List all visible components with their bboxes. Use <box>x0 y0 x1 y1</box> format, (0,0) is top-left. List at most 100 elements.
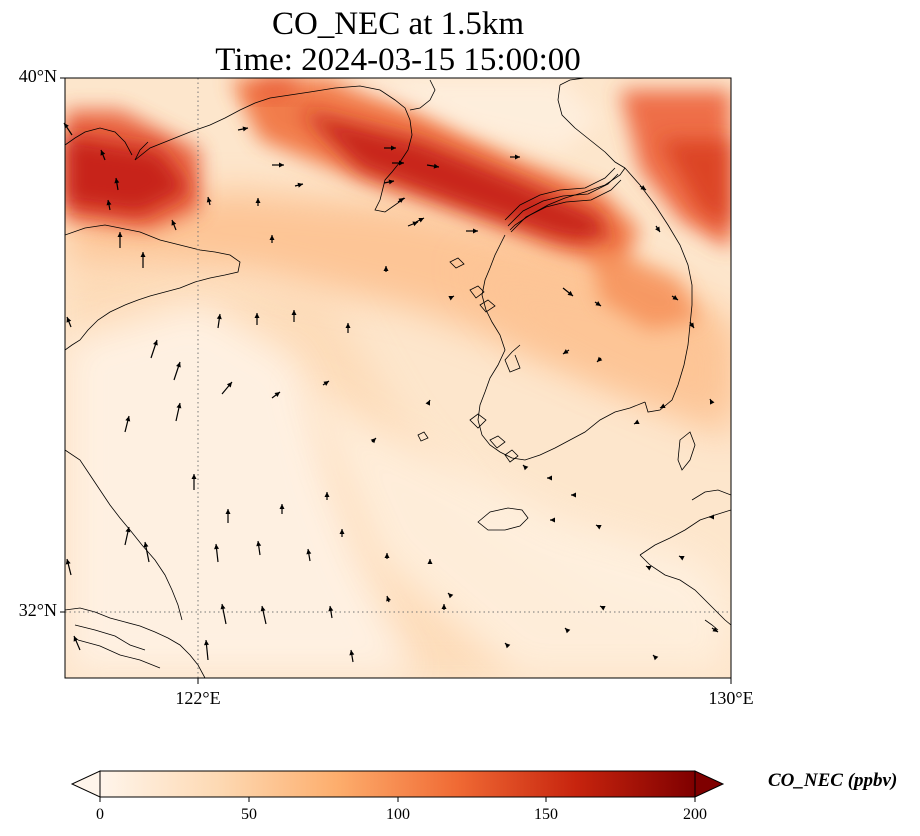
wind-arrow-head <box>441 604 447 609</box>
wind-arrow-head <box>140 252 146 257</box>
wind-arrow-head <box>125 416 131 422</box>
wind-arrow-head <box>100 150 106 156</box>
colorbar-gradient <box>100 771 695 797</box>
wind-arrow-head <box>117 232 123 237</box>
wind-arrow-head <box>505 643 511 649</box>
wind-arrow-head <box>547 475 552 481</box>
wind-arrow-head <box>214 544 220 550</box>
colorbar-label: CO_NEC (ppbv) <box>768 770 898 791</box>
wind-arrow-head <box>679 556 685 561</box>
colorbar-min-extend <box>70 770 101 798</box>
wind-arrow-head <box>106 200 112 206</box>
colorbar-tick-label: 100 <box>386 806 410 823</box>
gridlines <box>65 78 731 678</box>
wind-arrow-head <box>386 596 391 602</box>
wind-arrow-head <box>274 392 280 397</box>
wind-arrow-head <box>153 340 158 346</box>
wind-arrow-head <box>206 197 212 203</box>
wind-arrow-head <box>324 492 330 497</box>
wind-arrow-head <box>567 290 573 296</box>
map-frame <box>64 77 732 679</box>
wind-arrow-head <box>65 559 71 565</box>
map-time: Time: 2024-03-15 15:00:00 <box>215 42 581 78</box>
wind-arrow-head <box>418 218 424 223</box>
wind-arrow-head <box>204 640 209 646</box>
wind-arrow-head <box>523 465 529 471</box>
wind-arrow-head <box>571 492 576 498</box>
wind-arrow-head <box>260 606 266 612</box>
lat-label-40n: 40°N <box>18 66 57 86</box>
wind-arrow-head <box>143 542 149 548</box>
colorbar-tick-label: 0 <box>96 806 104 823</box>
wind-arrow-head <box>345 323 351 328</box>
wind-arrow-head <box>448 296 454 301</box>
wind-arrow-head <box>596 525 602 530</box>
wind-arrow-head <box>114 178 120 184</box>
lat-label-32n: 32°N <box>18 600 57 620</box>
wind-arrow-head <box>254 313 260 318</box>
wind-arrow-head <box>710 399 715 405</box>
wind-arrow-head <box>425 400 430 406</box>
lon-label-130e: 130°E <box>708 688 754 708</box>
wind-arrow-head <box>279 504 285 509</box>
wind-arrow-head <box>653 655 659 661</box>
colorbar-tick-label: 200 <box>683 806 707 823</box>
wind-arrow-head <box>339 529 345 534</box>
wind-arrow-head <box>595 301 601 306</box>
wind-arrow-head <box>388 179 394 185</box>
wind-arrow-head <box>66 317 72 323</box>
wind-arrow-head <box>689 322 694 328</box>
wind-arrow-head <box>565 628 571 634</box>
wind-arrow-head <box>216 314 222 320</box>
wind-arrow-head <box>660 403 666 408</box>
wind-arrow-head <box>328 606 334 612</box>
wind-arrow-head <box>125 527 131 533</box>
lon-label-122e: 122°E <box>175 688 221 708</box>
wind-arrow-head <box>226 382 232 388</box>
wind-arrow-head <box>297 182 303 188</box>
wind-arrow-head <box>73 636 79 642</box>
wind-arrow-head <box>640 185 646 190</box>
wind-arrow-head <box>279 162 284 168</box>
wind-arrow-head <box>370 438 376 444</box>
wind-arrow-head <box>412 221 418 227</box>
wind-arrow-head <box>563 349 569 354</box>
wind-arrow-head <box>176 403 182 409</box>
wind-arrow-head <box>634 419 640 424</box>
colorbar-tick-label: 50 <box>241 806 257 823</box>
wind-arrow-head <box>171 220 177 226</box>
wind-arrow-head <box>191 474 197 479</box>
wind-arrow-head <box>398 198 404 203</box>
colorbar <box>70 770 725 802</box>
wind-arrow-head <box>646 566 652 571</box>
wind-vectors <box>63 122 719 663</box>
wind-arrow-head <box>550 517 555 523</box>
wind-arrow-head <box>225 509 231 514</box>
wind-arrow-head <box>256 541 262 547</box>
wind-arrow-head <box>176 362 181 368</box>
wind-arrow-head <box>515 154 520 160</box>
wind-arrow-head <box>384 553 390 558</box>
wind-arrow-head <box>597 356 603 362</box>
wind-arrow-head <box>269 235 275 240</box>
wind-arrow-head <box>427 559 433 564</box>
wind-arrow-head <box>391 145 396 151</box>
wind-arrow-head <box>712 627 718 632</box>
wind-arrow-head <box>220 604 226 610</box>
wind-arrow-head <box>655 226 660 232</box>
wind-arrow-head <box>306 549 312 555</box>
wind-arrow-head <box>433 163 439 169</box>
wind-arrow-head <box>473 228 478 234</box>
wind-arrow-head <box>448 593 454 599</box>
wind-arrow-head <box>399 160 404 166</box>
axis-ticks <box>60 77 732 684</box>
wind-arrow-head <box>242 126 248 132</box>
map-title: CO_NEC at 1.5km <box>271 6 525 42</box>
wind-arrow-head <box>709 514 714 520</box>
wind-arrow-head <box>349 650 355 656</box>
colorbar-tick-label: 150 <box>534 806 558 823</box>
wind-arrow-head <box>323 381 329 386</box>
colorbar-max-extend <box>694 770 725 798</box>
wind-arrow-head <box>600 606 606 611</box>
